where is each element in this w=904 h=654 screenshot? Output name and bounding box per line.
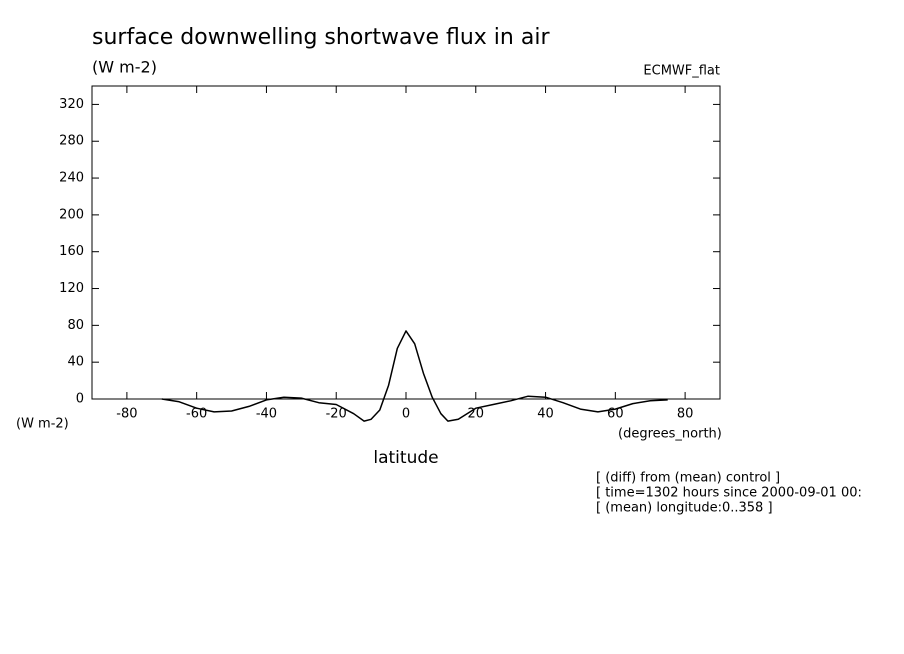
x-tick-label: -60 bbox=[186, 407, 207, 422]
x-axis-unit: (degrees_north) bbox=[618, 427, 722, 442]
x-tick-label: 80 bbox=[677, 407, 694, 422]
x-tick-label: -20 bbox=[326, 407, 347, 422]
x-tick-label: -80 bbox=[116, 407, 137, 422]
y-tick-label: 200 bbox=[59, 207, 84, 222]
data-line bbox=[161, 330, 668, 422]
y-tick-label: 280 bbox=[59, 134, 84, 149]
chart-subtitle: (W m-2) bbox=[92, 58, 157, 77]
y-tick-label: 40 bbox=[67, 355, 84, 370]
y-tick-label: 320 bbox=[59, 97, 84, 112]
dataset-label: ECMWF_flat bbox=[643, 64, 720, 79]
y-tick-label: 80 bbox=[67, 318, 84, 333]
y-axis-unit: (W m-2) bbox=[16, 417, 69, 432]
footnote: [ time=1302 hours since 2000-09-01 00: bbox=[596, 486, 862, 501]
x-axis-label: latitude bbox=[373, 448, 438, 468]
plot-frame bbox=[91, 85, 721, 400]
y-tick-label: 0 bbox=[76, 392, 84, 407]
x-tick-label: 0 bbox=[402, 407, 410, 422]
x-tick-label: 40 bbox=[537, 407, 554, 422]
y-tick-label: 120 bbox=[59, 281, 84, 296]
footnote: [ (mean) longitude:0..358 ] bbox=[596, 501, 773, 516]
chart-title: surface downwelling shortwave flux in ai… bbox=[92, 25, 550, 50]
y-tick-label: 240 bbox=[59, 171, 84, 186]
footnote: [ (diff) from (mean) control ] bbox=[596, 471, 780, 486]
y-tick-label: 160 bbox=[59, 244, 84, 259]
x-tick-label: -40 bbox=[256, 407, 277, 422]
